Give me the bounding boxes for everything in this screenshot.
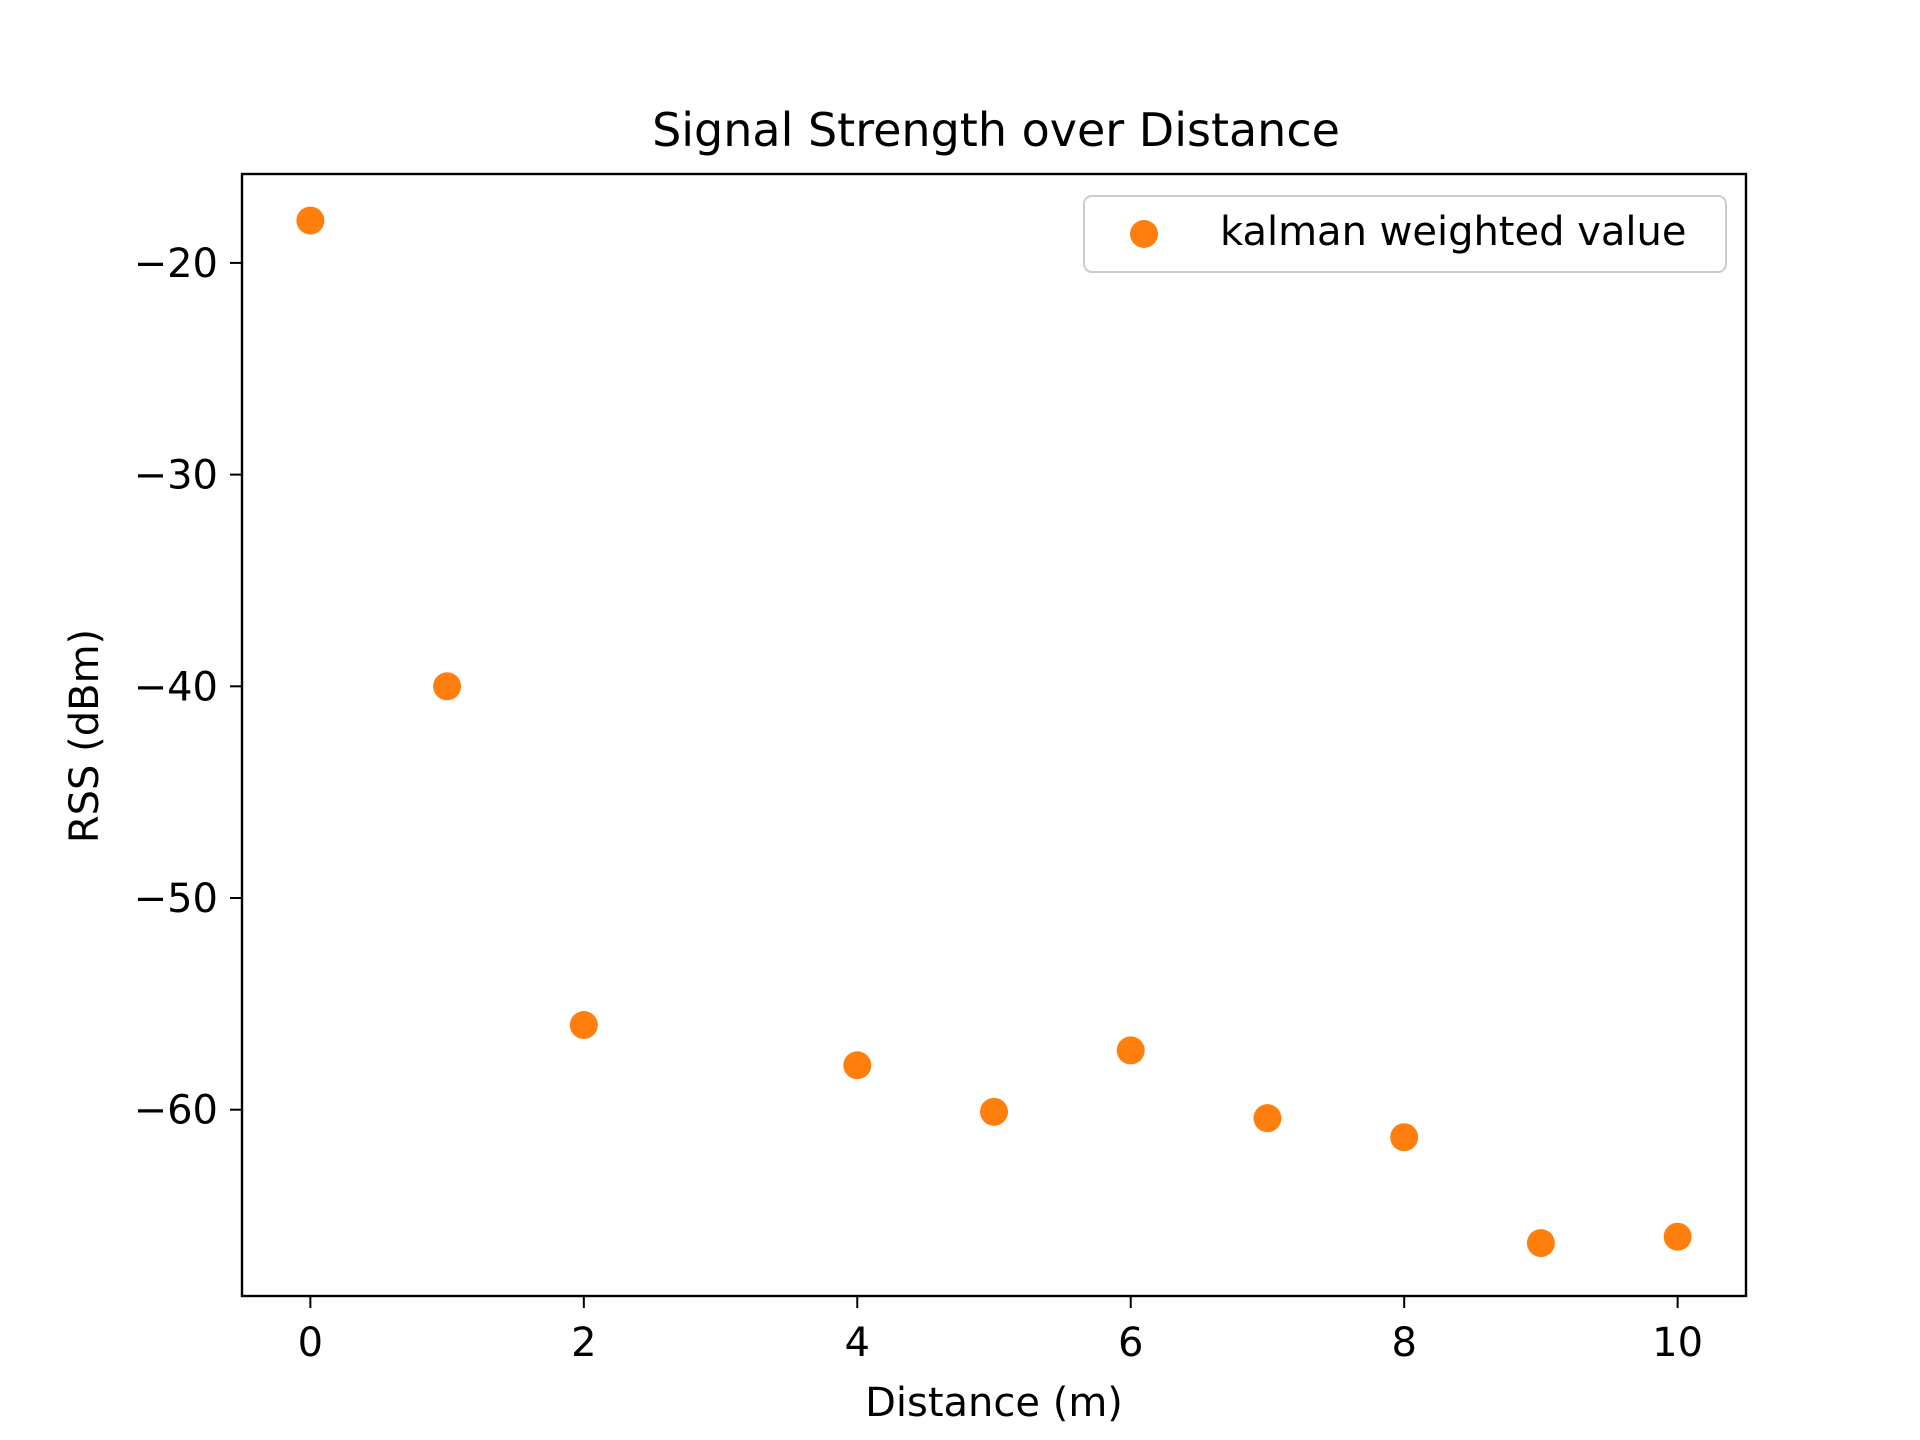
data-point [1526, 1229, 1555, 1258]
data-point [1663, 1222, 1692, 1251]
x-axis-ticks: 0 2 4 6 8 10 [298, 1296, 1703, 1366]
x-tick-label: 6 [1118, 1320, 1143, 1366]
data-point [569, 1011, 598, 1040]
y-tick-label: −50 [134, 876, 218, 922]
x-tick-label: 0 [298, 1320, 323, 1366]
data-point [843, 1051, 872, 1080]
plot-background [242, 174, 1746, 1296]
plot-area [242, 174, 1746, 1296]
x-tick-label: 2 [571, 1320, 596, 1366]
y-tick-label: −40 [134, 664, 218, 710]
data-point [980, 1097, 1008, 1126]
legend-marker [1130, 220, 1158, 248]
legend-label: kalman weighted value [1220, 209, 1686, 255]
data-point [1390, 1123, 1419, 1152]
legend: kalman weighted value [1083, 195, 1727, 273]
data-point [433, 672, 462, 701]
y-axis-ticks: −20 −30 −40 −50 −60 [134, 241, 242, 1134]
y-axis-label: RSS (dBm) [62, 629, 108, 843]
plot-frame [240, 172, 1748, 1298]
y-tick-label: −30 [134, 453, 218, 499]
data-point [1116, 1036, 1145, 1065]
legend-box [1083, 195, 1727, 273]
x-tick-label: 4 [845, 1320, 870, 1366]
x-tick-label: 8 [1391, 1320, 1416, 1366]
chart-title: Signal Strength over Distance [652, 103, 1340, 157]
x-tick-label: 10 [1652, 1320, 1703, 1366]
y-tick-label: −60 [134, 1088, 218, 1134]
data-point [296, 206, 325, 235]
x-axis-label: Distance (m) [865, 1380, 1123, 1426]
data-point [1253, 1104, 1282, 1133]
scatter-points [296, 206, 1692, 1258]
y-tick-label: −20 [134, 241, 218, 287]
